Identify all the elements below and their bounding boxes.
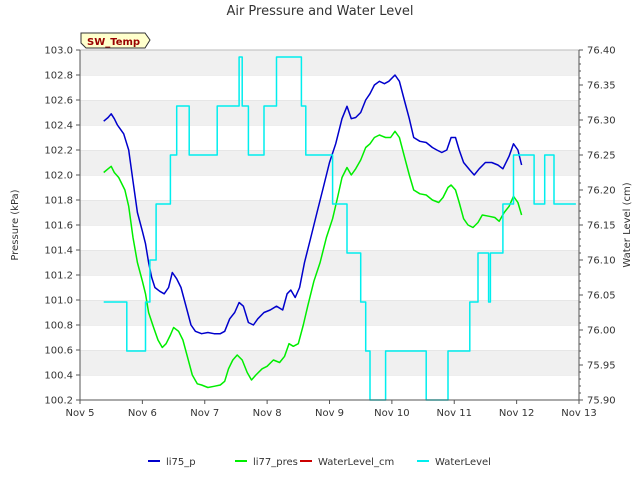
y-tick-label: 100.6 [44,346,73,357]
y-tick-label: 101.8 [44,196,73,207]
x-tick-label: Nov 11 [437,408,472,419]
y2-tick-label: 76.05 [587,291,616,302]
legend-label: WaterLevel_cm [318,457,394,468]
x-tick-label: Nov 13 [561,408,596,419]
left-axis: 100.2 100.4 100.6 100.8 101.0 101.2 101.4 101.6… [44,46,81,407]
y-axis-label: Pressure (kPa) [10,189,21,260]
y2-tick-label: 76.35 [587,81,616,92]
grid-band [80,50,579,75]
y-tick-label: 102.0 [44,171,73,182]
y2-tick-label: 76.25 [587,151,616,162]
series-line-li75-p [103,74,523,335]
legend-label: li77_pres [253,457,298,468]
grid-band [80,300,579,325]
y-tick-label: 102.4 [44,121,73,132]
y-tick-label: 101.4 [44,246,73,257]
y2-axis-label: Water Level (cm) [622,182,633,267]
annotation-box: SW_Temp [80,32,151,49]
grid-band [80,375,579,400]
y2-tick-label: 76.15 [587,221,616,232]
y-tick-label: 101.0 [44,296,73,307]
chart-title: Air Pressure and Water Level [226,4,413,19]
y-tick-label: 102.8 [44,71,73,82]
y-tick-label: 102.2 [44,146,73,157]
y-tick-label: 100.4 [44,371,73,382]
y2-tick-label: 76.20 [587,186,616,197]
annotation-label: SW_Temp [87,37,140,48]
grid-band [80,100,579,125]
grid-band [80,325,579,350]
y2-tick-label: 75.95 [587,361,616,372]
grid-band [80,275,579,300]
y-tick-label: 102.6 [44,96,73,107]
grid-band [80,350,579,375]
y-tick-label: 103.0 [44,46,73,57]
grid-band [80,175,579,200]
y2-tick-label: 76.30 [587,116,616,127]
grid-band [80,75,579,100]
legend: li75_p li77_pres WaterLevel_cm WaterLevel [148,457,491,468]
y2-tick-label: 76.10 [587,256,616,267]
legend-label: WaterLevel [435,457,491,468]
series-line-waterlevel [103,56,576,401]
y-tick-label: 100.8 [44,321,73,332]
y2-tick-label: 76.40 [587,46,616,57]
x-tick-label: Nov 6 [128,408,157,419]
x-tick-label: Nov 9 [315,408,344,419]
right-axis: 75.90 75.95 76.00 76.05 76.10 76.15 76.20 76.25… [578,46,616,407]
grid-bands [80,49,579,400]
x-tick-label: Nov 5 [65,408,94,419]
grid-band [80,250,579,275]
y2-tick-label: 76.00 [587,326,616,337]
y-tick-label: 101.2 [44,271,73,282]
y2-tick-label: 75.90 [587,396,616,407]
series-line-li77-pres [103,130,523,389]
x-axis: Nov 5 Nov 6 Nov 7 Nov 8 Nov 9 Nov 10 Nov 11 Nov… [65,399,597,419]
x-tick-label: Nov 7 [190,408,219,419]
x-tick-label: Nov 8 [253,408,282,419]
x-tick-label: Nov 12 [499,408,534,419]
y-tick-label: 101.6 [44,221,73,232]
x-tick-label: Nov 10 [374,408,409,419]
y-tick-label: 100.2 [44,396,73,407]
grid-band [80,125,579,150]
legend-label: li75_p [166,457,196,468]
series-layer [103,56,576,401]
